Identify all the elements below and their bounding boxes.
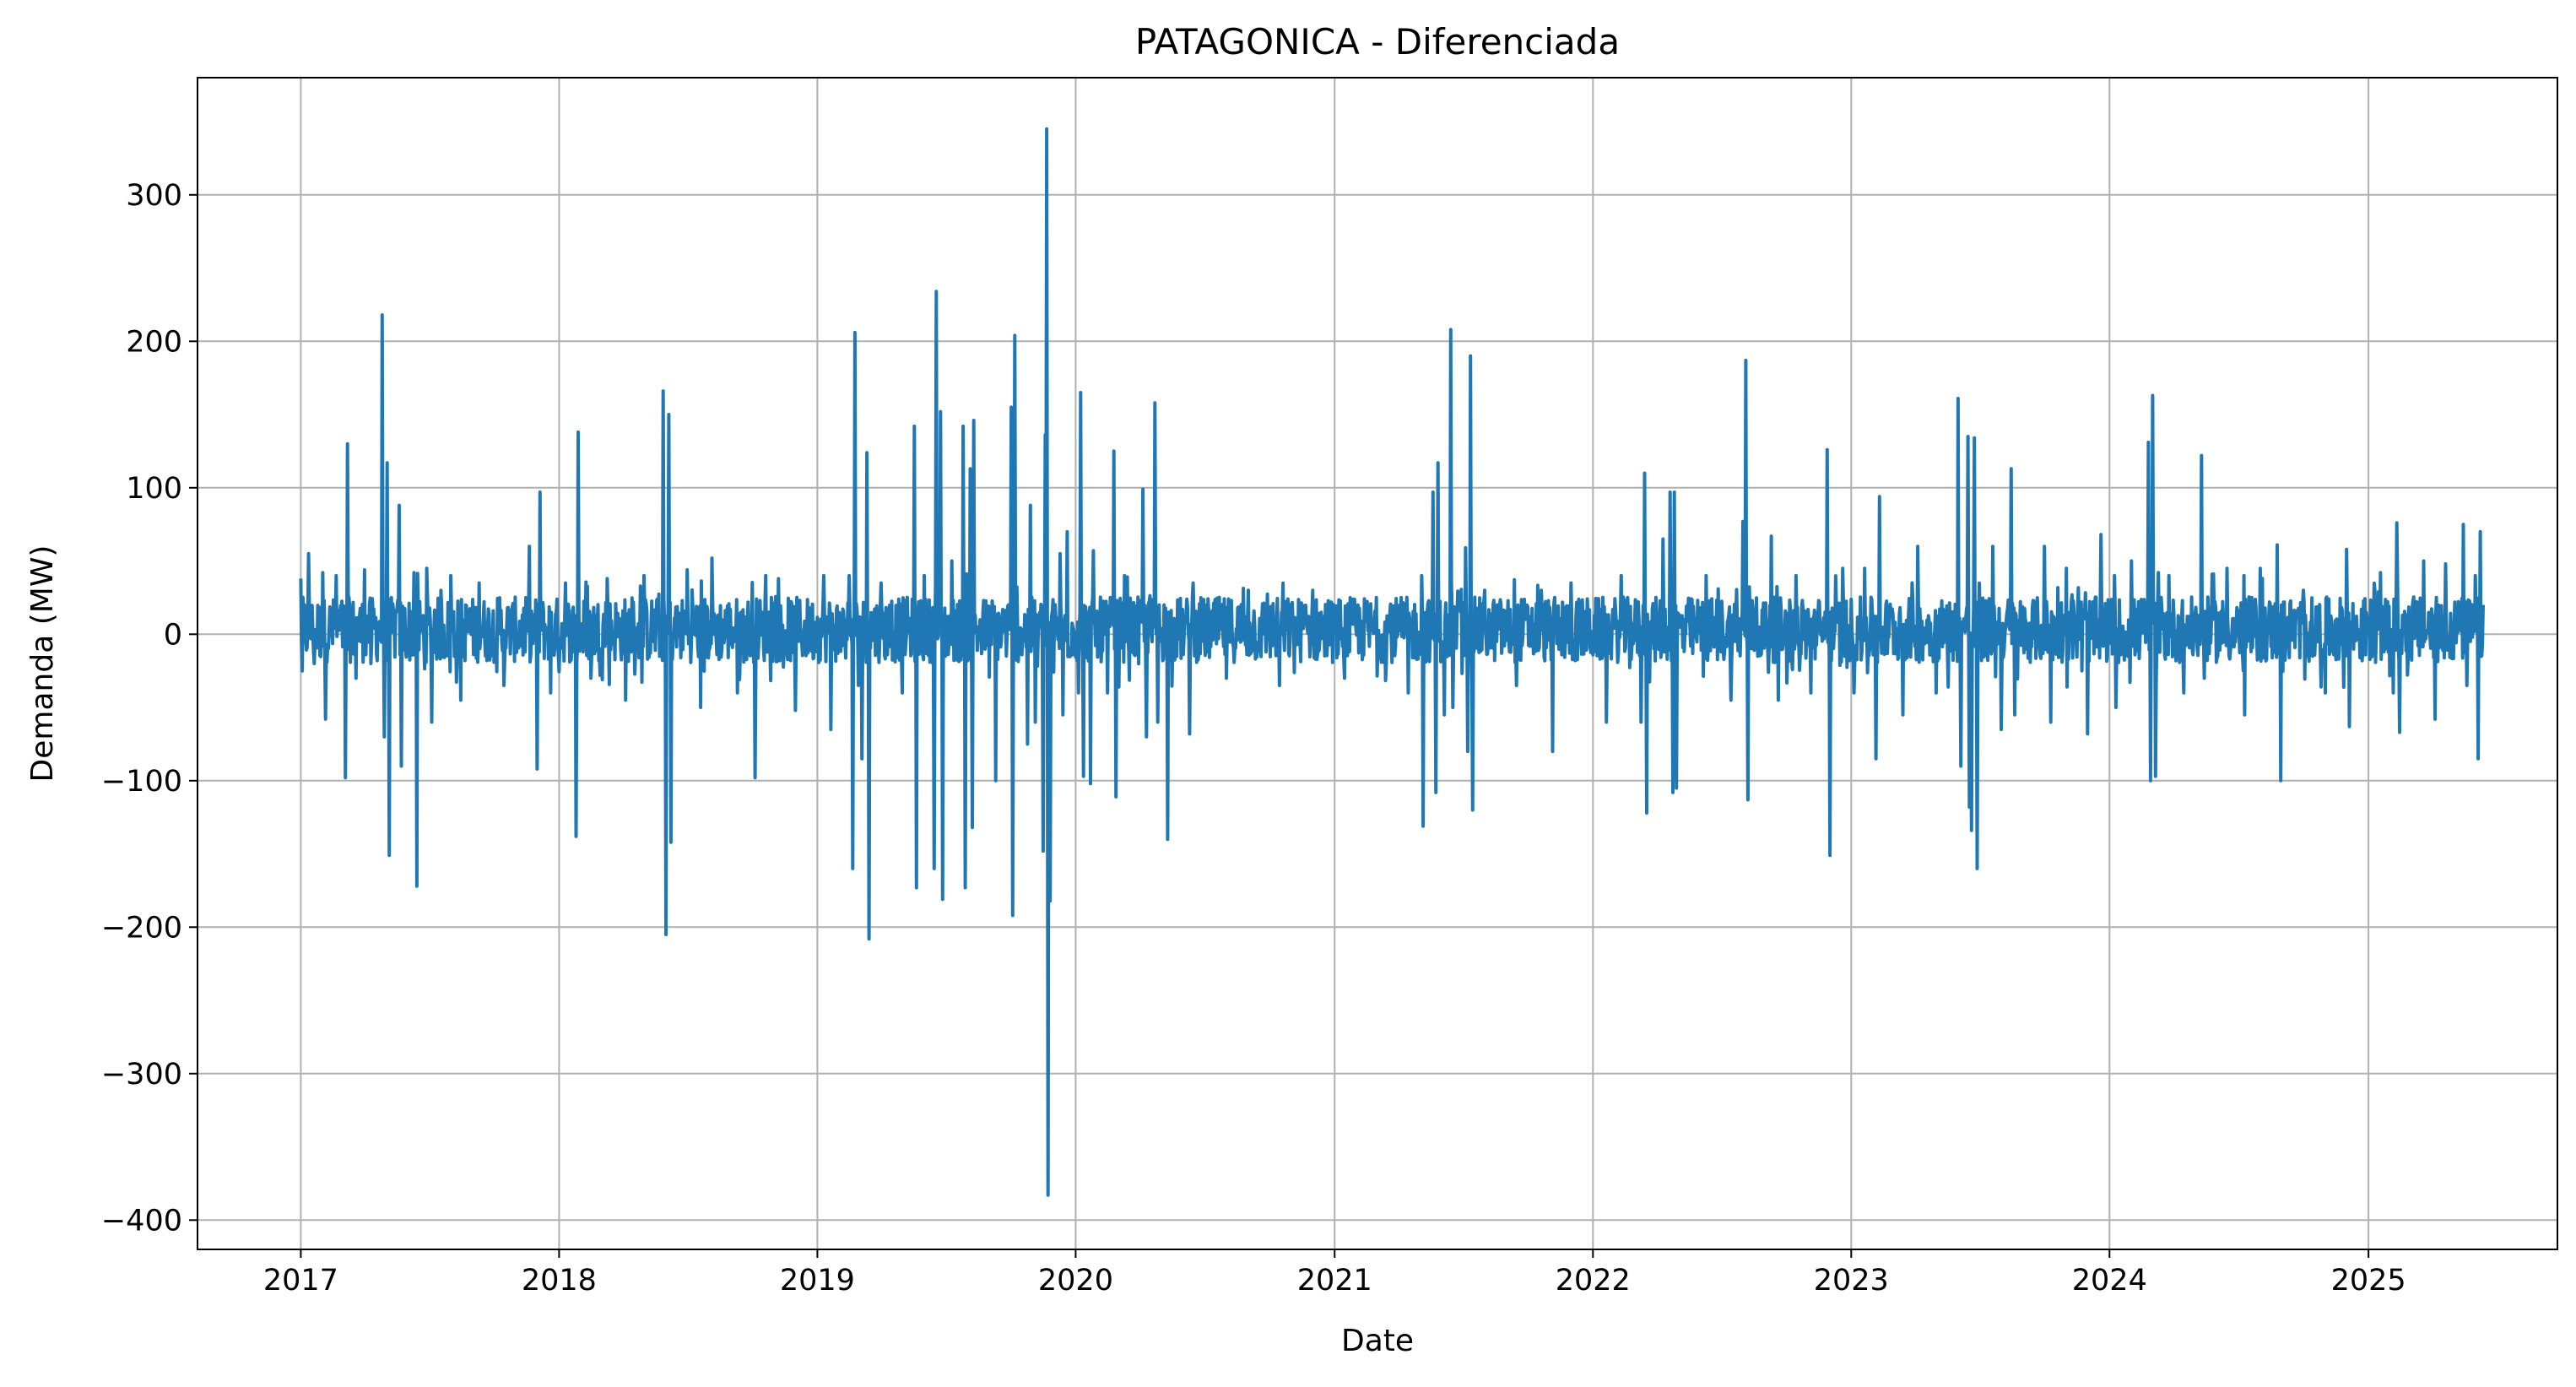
y-tick-label: 0 [164,618,182,652]
y-tick-label: −400 [101,1204,182,1238]
series-layer [299,127,2485,1197]
y-tick-label: 200 [126,325,182,359]
axis-ticks: 2017 2018 2019 2020 2021 2022 2023 2024 2025 300 2… [101,179,2406,1298]
x-tick-label: 2021 [1297,1264,1372,1298]
x-tick-label: 2017 [263,1264,338,1298]
x-tick-label: 2022 [1556,1264,1631,1298]
plot-frame [197,77,2558,1250]
x-tick-label: 2018 [522,1264,597,1298]
x-tick-label: 2019 [780,1264,855,1298]
x-tick-label: 2023 [1814,1264,1889,1298]
y-tick-label: −300 [101,1058,182,1092]
y-tick-label: −200 [101,911,182,945]
x-tick-label: 2025 [2331,1264,2406,1298]
x-axis-label: Date [1341,1324,1414,1358]
y-tick-label: 100 [126,472,182,506]
x-tick-label: 2020 [1038,1264,1113,1298]
y-tick-label: −100 [101,765,182,799]
y-tick-label: 300 [126,179,182,213]
series-line [299,127,2485,1197]
chart-title: PATAGONICA - Diferenciada [1135,21,1620,62]
y-axis-label: Demanda (MW) [25,545,60,783]
x-tick-label: 2024 [2072,1264,2147,1298]
